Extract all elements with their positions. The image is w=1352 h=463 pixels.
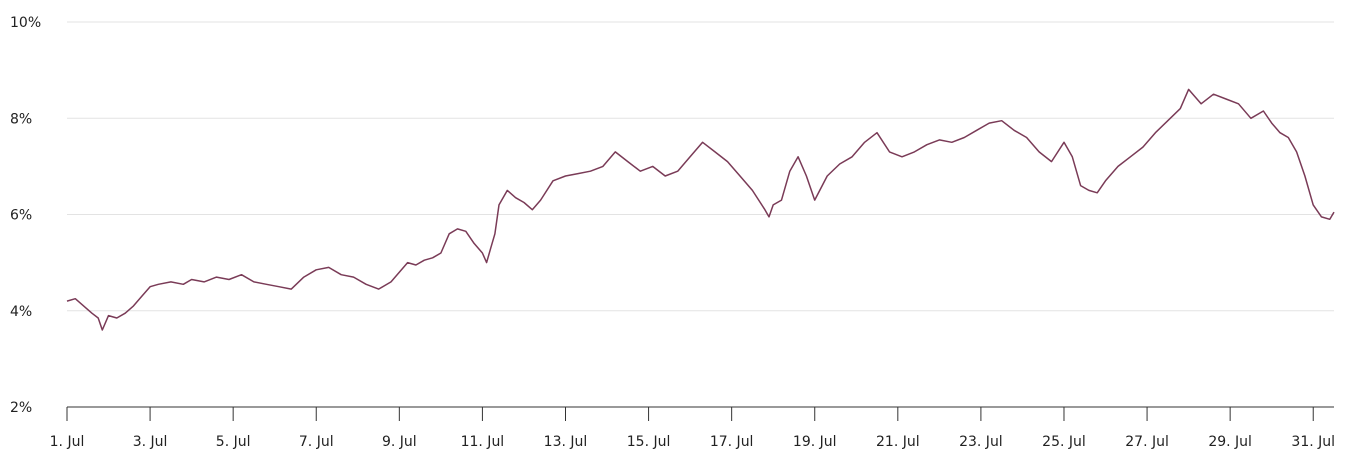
gridlines xyxy=(67,21,1334,312)
x-tick-label: 1. Jul xyxy=(50,434,85,450)
x-tick-label: 13. Jul xyxy=(544,434,588,450)
x-tick-label: 31. Jul xyxy=(1291,434,1335,450)
series-line xyxy=(66,88,1335,331)
y-tick-label: 8% xyxy=(10,111,32,127)
y-tick-label: 10% xyxy=(10,15,41,31)
y-tick-label: 2% xyxy=(10,400,32,416)
x-tick-label: 5. Jul xyxy=(216,434,251,450)
x-tick-label: 15. Jul xyxy=(627,434,671,450)
plot-area xyxy=(66,88,1335,331)
x-tick-label: 7. Jul xyxy=(299,434,334,450)
x-tick-label: 11. Jul xyxy=(461,434,505,450)
x-axis: 1. Jul 3. Jul 5. Jul 7. Jul 9. Jul 11. Jul 13.… xyxy=(50,406,1335,450)
x-tick-label: 27. Jul xyxy=(1125,434,1169,450)
x-tick-label: 3. Jul xyxy=(133,434,168,450)
x-tick-label: 23. Jul xyxy=(959,434,1003,450)
x-tick-label: 9. Jul xyxy=(382,434,417,450)
x-tick-label: 25. Jul xyxy=(1042,434,1086,450)
y-tick-label: 6% xyxy=(10,208,32,224)
y-axis-ticks: 2% 4% 6% 8% 10% xyxy=(10,15,41,416)
x-tick-label: 19. Jul xyxy=(793,434,837,450)
x-tick-label: 17. Jul xyxy=(710,434,754,450)
x-tick-label: 21. Jul xyxy=(876,434,920,450)
x-tick-label: 29. Jul xyxy=(1208,434,1252,450)
y-tick-label: 4% xyxy=(10,304,32,320)
